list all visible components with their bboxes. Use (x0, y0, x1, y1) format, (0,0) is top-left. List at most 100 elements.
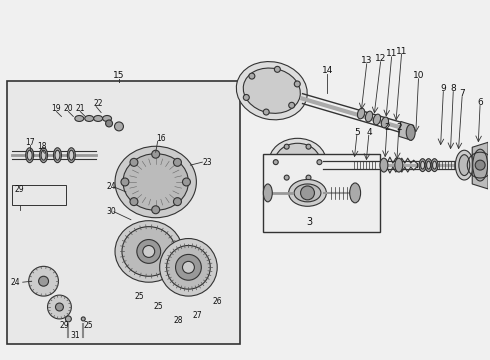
Ellipse shape (406, 125, 415, 140)
Ellipse shape (269, 138, 326, 186)
Ellipse shape (459, 155, 470, 176)
Circle shape (105, 120, 113, 127)
Ellipse shape (41, 150, 46, 160)
Circle shape (317, 159, 322, 165)
Circle shape (249, 73, 255, 79)
Circle shape (152, 206, 160, 214)
Ellipse shape (395, 158, 403, 172)
Text: 17: 17 (25, 138, 34, 147)
Text: 29: 29 (15, 185, 24, 194)
Ellipse shape (160, 239, 217, 296)
Bar (12, 185, 66, 205)
Ellipse shape (350, 183, 361, 203)
Text: 19: 19 (51, 104, 61, 113)
Circle shape (55, 303, 63, 311)
Circle shape (263, 109, 269, 115)
Ellipse shape (81, 317, 85, 321)
Circle shape (274, 66, 280, 72)
Ellipse shape (263, 184, 272, 202)
Ellipse shape (75, 116, 84, 121)
Text: 18: 18 (37, 142, 47, 151)
Bar (7, 81, 240, 344)
Circle shape (137, 239, 161, 264)
Ellipse shape (431, 159, 438, 172)
Text: 7: 7 (460, 89, 465, 98)
Text: 22: 22 (94, 99, 103, 108)
Text: 4: 4 (366, 128, 372, 137)
Text: 21: 21 (75, 104, 85, 113)
Circle shape (152, 150, 160, 158)
Ellipse shape (94, 116, 102, 121)
Circle shape (273, 159, 278, 165)
Text: 9: 9 (441, 84, 446, 93)
Ellipse shape (102, 116, 112, 121)
Circle shape (175, 255, 201, 280)
Text: 28: 28 (174, 316, 183, 325)
Ellipse shape (236, 62, 307, 120)
Circle shape (244, 94, 249, 100)
Text: 31: 31 (71, 331, 80, 340)
Circle shape (289, 102, 294, 108)
Circle shape (143, 246, 155, 257)
Ellipse shape (420, 161, 425, 169)
Ellipse shape (115, 146, 196, 218)
Text: 2: 2 (384, 123, 390, 132)
Circle shape (115, 122, 123, 131)
Circle shape (300, 186, 315, 200)
Text: 11: 11 (396, 46, 408, 55)
Text: 3: 3 (306, 217, 313, 227)
Ellipse shape (55, 150, 60, 160)
Circle shape (39, 276, 49, 286)
Text: 10: 10 (413, 71, 424, 80)
Circle shape (306, 175, 311, 180)
Ellipse shape (167, 246, 210, 289)
Text: 25: 25 (154, 302, 164, 311)
Ellipse shape (366, 111, 373, 122)
Ellipse shape (27, 150, 32, 160)
Text: 26: 26 (212, 297, 222, 306)
Ellipse shape (455, 150, 473, 180)
Ellipse shape (289, 180, 326, 206)
Circle shape (182, 261, 195, 273)
Ellipse shape (85, 116, 94, 121)
Text: 6: 6 (477, 98, 483, 107)
Ellipse shape (48, 295, 72, 319)
Ellipse shape (433, 161, 437, 169)
Ellipse shape (425, 159, 432, 172)
Ellipse shape (53, 148, 61, 163)
Text: 8: 8 (450, 84, 456, 93)
Text: 15: 15 (113, 71, 125, 80)
Text: 16: 16 (156, 134, 166, 143)
Ellipse shape (373, 114, 381, 125)
Text: 30: 30 (106, 207, 116, 216)
Text: 11: 11 (386, 49, 397, 58)
Ellipse shape (380, 158, 388, 172)
Text: 24: 24 (11, 278, 21, 287)
Text: 25: 25 (83, 321, 93, 330)
Text: 25: 25 (134, 292, 144, 301)
Ellipse shape (473, 149, 488, 181)
Ellipse shape (427, 161, 431, 169)
Ellipse shape (40, 148, 48, 163)
Ellipse shape (381, 117, 389, 128)
Text: 27: 27 (193, 311, 202, 320)
Ellipse shape (123, 154, 189, 210)
Ellipse shape (25, 148, 34, 163)
Ellipse shape (358, 108, 365, 119)
Circle shape (173, 158, 181, 166)
Bar (263, 154, 380, 231)
Text: 24: 24 (106, 183, 116, 192)
Text: 13: 13 (361, 57, 373, 66)
Ellipse shape (275, 143, 320, 181)
Circle shape (182, 178, 191, 186)
Ellipse shape (419, 159, 426, 172)
Text: 23: 23 (202, 158, 212, 167)
Circle shape (121, 178, 129, 186)
Polygon shape (399, 121, 414, 140)
Ellipse shape (69, 150, 74, 160)
Circle shape (130, 198, 138, 206)
Ellipse shape (115, 221, 182, 282)
Polygon shape (472, 142, 488, 189)
Text: 14: 14 (321, 66, 333, 75)
Text: 29: 29 (60, 321, 69, 330)
